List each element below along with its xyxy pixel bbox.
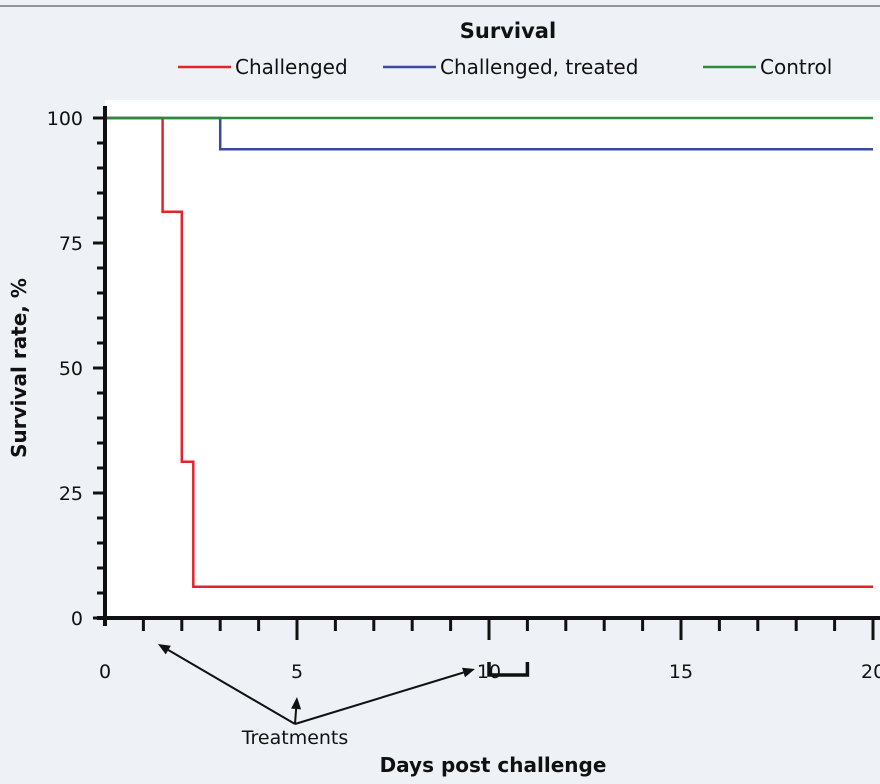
x-axis-label: Days post challenge xyxy=(380,753,607,777)
chart-title: Survival xyxy=(460,19,556,43)
treatment-arrow-1 xyxy=(167,649,296,725)
legend-label: Challenged, treated xyxy=(440,55,638,79)
treatment-arrow-1-head xyxy=(157,644,171,655)
y-tick-label: 100 xyxy=(47,108,83,130)
x-tick-label: 15 xyxy=(669,661,693,683)
y-tick-label: 50 xyxy=(59,358,83,380)
y-axis-label: Survival rate, % xyxy=(7,278,31,458)
y-tick-label: 25 xyxy=(59,483,83,505)
treatments-label: Treatments xyxy=(241,727,349,749)
x-tick-label: 5 xyxy=(291,661,303,683)
plot-background xyxy=(105,100,880,618)
series-line-challenged xyxy=(105,116,873,589)
treatment-arrow-2-head xyxy=(291,697,302,710)
treatment-arrow-2 xyxy=(294,708,298,725)
y-tick-label: 0 xyxy=(71,608,83,630)
treatment-bracket xyxy=(487,662,530,677)
treatment-arrow-3 xyxy=(294,671,464,725)
legend-label: Control xyxy=(760,55,832,79)
legend: Challenged Challenged, treated Control xyxy=(178,55,832,79)
legend-label: Challenged xyxy=(235,55,348,79)
y-tick-label: 75 xyxy=(59,233,83,255)
treatment-arrow-3-head xyxy=(462,667,475,678)
x-tick-label: 20 xyxy=(861,661,880,683)
x-tick-label: 0 xyxy=(99,661,111,683)
